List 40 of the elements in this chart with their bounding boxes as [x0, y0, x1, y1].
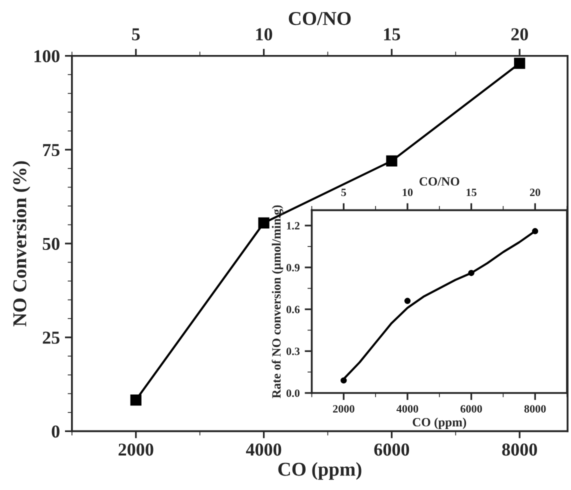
x-tick-label: 6000 [460, 405, 482, 413]
y-axis-title: Rate of NO conversion (µmol/min.g) [272, 205, 284, 398]
y-tick-label: 0 [52, 425, 60, 438]
x2-tick-label: 10 [402, 188, 413, 196]
y-tick-label: 0.9 [286, 264, 300, 272]
y-axis-title: NO Conversion (%) [12, 161, 30, 326]
x-tick-label: 8000 [524, 405, 546, 413]
y-tick-label: 75 [43, 144, 60, 156]
point [514, 58, 526, 69]
x-tick-label: 8000 [502, 444, 537, 456]
x2-axis-title: CO/NO [420, 177, 460, 186]
point [130, 394, 142, 406]
x2-tick-label: 15 [384, 28, 400, 40]
y-tick-label: 1.2 [286, 222, 300, 230]
y-tick-label: 50 [42, 238, 60, 250]
x-tick-label: 4000 [246, 444, 282, 456]
point [468, 270, 474, 276]
x-tick-label: 2000 [333, 405, 354, 413]
x-tick-label: 4000 [396, 405, 418, 413]
point [340, 377, 347, 384]
x2-tick-label: 20 [530, 188, 540, 196]
point [532, 228, 538, 234]
x2-axis-title: CO/NO [288, 12, 351, 26]
x-tick-label: 2000 [118, 444, 154, 456]
x-axis-title: CO (ppm) [412, 418, 466, 429]
y-tick-label: 100 [34, 50, 60, 62]
x2-tick-label: 10 [256, 28, 272, 40]
point [258, 217, 270, 228]
y-tick-label: 0.6 [286, 306, 300, 314]
x2-tick-label: 15 [466, 188, 476, 196]
x-tick-label: 6000 [374, 444, 410, 456]
x-axis-title: CO (ppm) [278, 462, 362, 480]
x2-tick-label: 5 [132, 28, 140, 40]
y-tick-label: 25 [42, 332, 60, 344]
y-tick-label: 0.3 [286, 348, 300, 356]
point [386, 155, 398, 167]
x2-tick-label: 20 [511, 28, 528, 40]
x2-tick-label: 5 [341, 188, 346, 196]
point [404, 298, 411, 304]
y-tick-label: 0.0 [286, 389, 300, 397]
